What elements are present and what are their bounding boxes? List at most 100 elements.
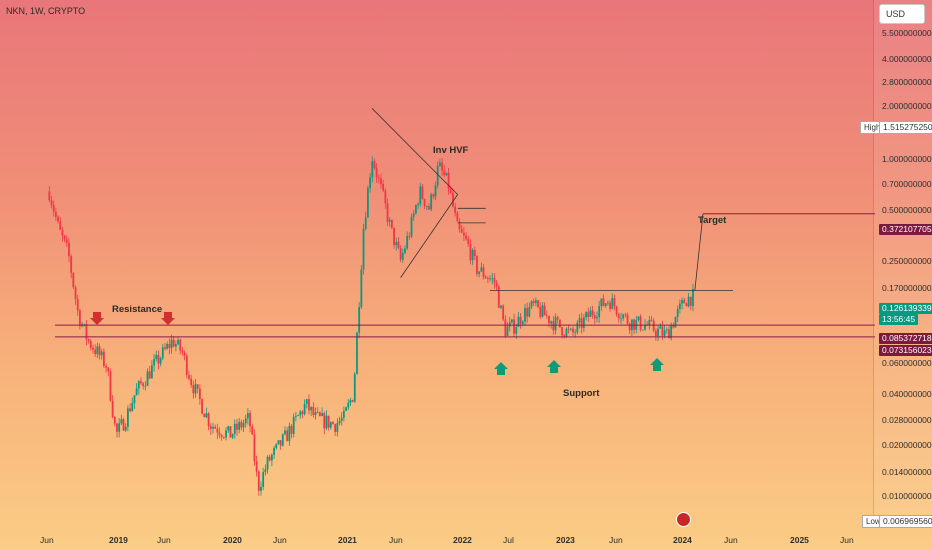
candle-body [668,329,670,339]
candle-body [174,344,177,347]
candle-body [589,310,592,317]
symbol-label: NKN, 1W, CRYPTO [6,6,86,16]
candle-body [92,347,94,350]
candle-body [397,241,400,248]
candle-body [456,212,459,222]
x-label: 2022 [453,535,472,545]
candle-body [150,365,153,379]
candle-body [469,244,472,261]
candle-body [465,235,467,240]
y-label: 0.020000000 [882,440,932,450]
x-label: Jun [724,535,738,545]
candle-body [460,228,463,233]
candle-body [251,426,254,435]
candle-body [109,371,112,401]
candle-body [596,317,598,319]
x-label: 2024 [673,535,692,545]
target-annotation: Target [698,215,727,226]
currency-button[interactable]: USD [879,4,925,24]
candle-body [674,316,677,328]
candle-body [338,420,341,424]
level2-tag: 0.073156023 [879,345,932,356]
candle-body [308,399,310,411]
candle-body [342,410,345,418]
candle-body [670,325,673,339]
candle-body [133,395,136,403]
candle-body [63,235,66,240]
candle-body [615,306,618,315]
candle-body [314,412,317,415]
candle-body [360,269,363,308]
candle-body [386,203,389,222]
candle-body [517,316,520,327]
candle-body [659,326,662,329]
y-label: 0.060000000 [882,358,932,368]
candle-body [508,322,511,327]
candle-body [266,456,269,470]
candle-body [61,229,64,236]
candle-body [144,385,147,387]
candle-body [140,381,142,384]
candle-body [94,349,97,355]
candle-body [72,273,75,288]
candle-body [558,319,561,328]
candle-body [59,221,62,230]
candle-body [438,162,441,167]
resistance-arrow-icon [90,312,104,325]
candle-body [349,400,352,403]
candle-body [229,426,232,438]
candle-body [473,249,476,257]
candle-body [521,321,524,324]
candle-body [334,424,337,432]
candle-body [356,332,358,375]
candle-body [458,221,461,229]
candle-body [52,205,55,212]
price-axis-panel[interactable] [873,0,932,520]
candle-body [244,418,247,424]
candle-body [572,328,574,333]
candle-body [286,430,289,442]
candle-body [118,423,121,432]
candle-body [96,346,99,355]
candle-body [432,194,435,197]
candle-body [218,432,221,436]
candle-body [689,296,692,306]
flag-icon[interactable] [676,512,691,527]
candle-body [54,211,57,217]
candle-body [303,404,306,415]
candle-body [129,408,131,412]
candle-body [491,278,494,279]
candle-body [421,186,424,199]
candle-body [260,486,262,491]
candle-body [486,278,489,280]
candle-body [183,352,186,356]
candle-body [428,206,430,210]
candle-body [399,247,402,260]
candle-body [513,319,515,334]
candle-body [604,303,607,306]
candle-body [395,241,398,246]
candle-body [390,219,393,228]
candle-body [113,416,116,424]
candle-body [273,447,275,455]
candle-body [124,426,127,431]
candle-body [371,161,374,178]
candle-body [506,326,509,337]
candle-body [408,235,411,237]
candle-body [480,267,483,272]
candle-body [692,289,694,306]
candle-body [569,328,572,330]
x-label: 2019 [109,535,128,545]
candle-body [353,374,356,402]
candle-body [332,422,334,425]
candle-body [548,315,550,324]
candle-body [628,323,631,331]
candle-body [290,425,293,434]
candle-body [188,375,190,379]
candle-body [48,191,51,201]
candle-body [50,200,53,206]
candle-body [212,426,214,429]
candle-body [323,413,326,429]
candle-body [222,437,225,438]
